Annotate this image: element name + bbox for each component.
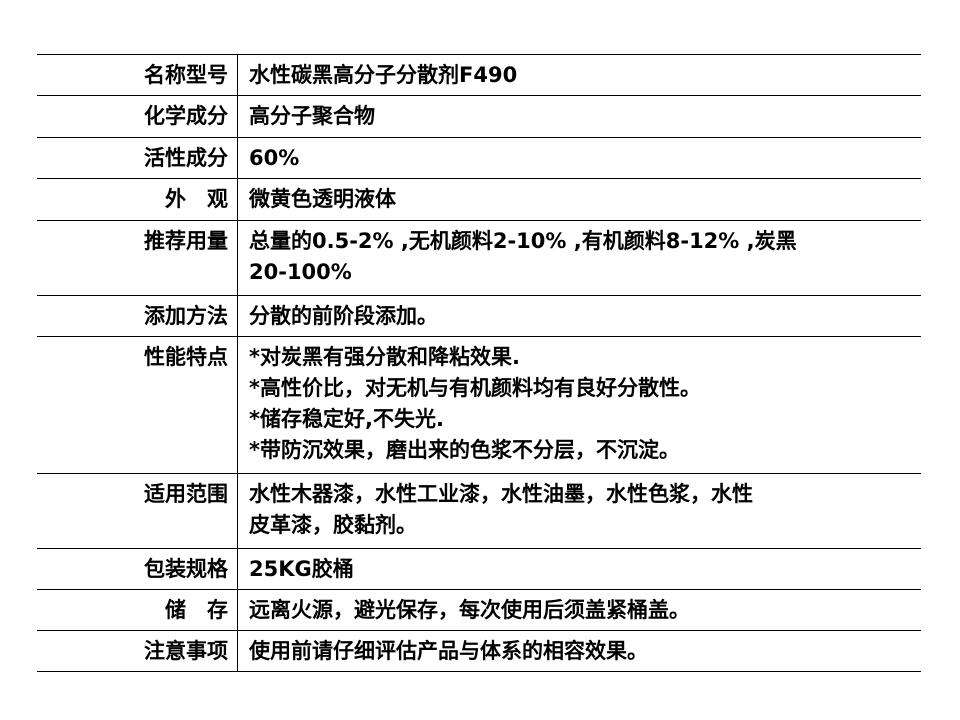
row-label: 包装规格	[37, 549, 238, 589]
row-label: 名称型号	[37, 55, 238, 95]
row-label: 添加方法	[37, 296, 238, 336]
value-line: *带防沉效果，磨出来的色浆不分层，不沉淀。	[249, 438, 680, 462]
value-line: 60%	[249, 146, 300, 170]
row-value: *对炭黑有强分散和降粘效果. *高性价比，对无机与有机颜料均有良好分散性。 *储存稳…	[238, 337, 921, 473]
table-row: 推荐用量 总量的0.5-2% ,无机颜料2-10% ,有机颜料8-12% ,炭黑 2…	[37, 221, 921, 296]
value-line: 高分子聚合物	[249, 104, 375, 128]
table-row: 包装规格 25KG胶桶	[37, 549, 921, 590]
row-value: 远离火源，避光保存，每次使用后须盖紧桶盖。	[238, 590, 921, 630]
value-line: 总量的0.5-2% ,无机颜料2-10% ,有机颜料8-12% ,炭黑	[249, 229, 797, 253]
value-line: 分散的前阶段添加。	[249, 304, 438, 328]
row-label: 储 存	[37, 590, 238, 630]
table-row: 性能特点 *对炭黑有强分散和降粘效果. *高性价比，对无机与有机颜料均有良好分散性。…	[37, 337, 921, 474]
row-label: 活性成分	[37, 138, 238, 178]
table-row: 适用范围 水性木器漆，水性工业漆，水性油墨，水性色浆，水性 皮革漆，胶黏剂。	[37, 474, 921, 549]
value-line: 皮革漆，胶黏剂。	[249, 513, 417, 537]
value-line: *对炭黑有强分散和降粘效果.	[249, 345, 520, 369]
row-value: 分散的前阶段添加。	[238, 296, 921, 336]
table-row: 名称型号 水性碳黑高分子分散剂F490	[37, 55, 921, 96]
row-label: 注意事项	[37, 631, 238, 671]
product-spec-table: 名称型号 水性碳黑高分子分散剂F490 化学成分 高分子聚合物 活性成分 60% 外 观微黄…	[37, 54, 921, 672]
value-line: 微黄色透明液体	[249, 187, 396, 211]
row-value: 水性碳黑高分子分散剂F490	[238, 55, 921, 95]
row-label: 化学成分	[37, 96, 238, 137]
row-label: 性能特点	[37, 337, 238, 473]
row-value: 总量的0.5-2% ,无机颜料2-10% ,有机颜料8-12% ,炭黑 20-10…	[238, 221, 921, 295]
row-label: 推荐用量	[37, 221, 238, 295]
value-line: *高性价比，对无机与有机颜料均有良好分散性。	[249, 376, 701, 400]
row-label: 外 观	[37, 179, 238, 220]
value-line: 25KG胶桶	[249, 557, 354, 581]
value-line: 远离火源，避光保存，每次使用后须盖紧桶盖。	[249, 598, 690, 622]
value-line: *储存稳定好,不失光.	[249, 407, 444, 431]
value-line: 水性木器漆，水性工业漆，水性油墨，水性色浆，水性	[249, 482, 753, 506]
row-value: 25KG胶桶	[238, 549, 921, 589]
table-row: 活性成分 60%	[37, 138, 921, 179]
row-value: 使用前请仔细评估产品与体系的相容效果。	[238, 631, 921, 671]
table-row: 注意事项 使用前请仔细评估产品与体系的相容效果。	[37, 631, 921, 672]
value-line: 使用前请仔细评估产品与体系的相容效果。	[249, 639, 648, 663]
value-line: 水性碳黑高分子分散剂F490	[249, 63, 518, 87]
table-row: 添加方法 分散的前阶段添加。	[37, 296, 921, 337]
table-row: 外 观微黄色透明液体	[37, 179, 921, 221]
row-value: 60%	[238, 138, 921, 178]
value-line: 20-100%	[249, 260, 352, 284]
row-value: 微黄色透明液体	[238, 179, 921, 220]
table-row: 储 存远离火源，避光保存，每次使用后须盖紧桶盖。	[37, 590, 921, 631]
row-value: 高分子聚合物	[238, 96, 921, 137]
table-row: 化学成分 高分子聚合物	[37, 96, 921, 138]
row-value: 水性木器漆，水性工业漆，水性油墨，水性色浆，水性 皮革漆，胶黏剂。	[238, 474, 921, 548]
row-label: 适用范围	[37, 474, 238, 548]
